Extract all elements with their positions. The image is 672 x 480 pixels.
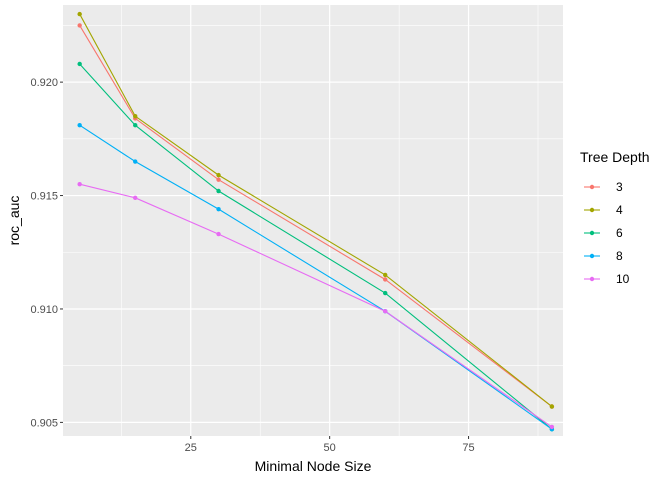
legend-key-point xyxy=(589,253,595,259)
series-6 xyxy=(77,61,555,432)
data-point xyxy=(216,172,221,178)
data-point xyxy=(216,177,221,182)
y-axis: 0.905 0.910 0.915 0.920 xyxy=(30,77,63,429)
x-axis-title: Minimal Node Size xyxy=(255,458,372,474)
series-4 xyxy=(77,11,555,409)
legend-title: Tree Depth xyxy=(580,149,650,165)
legend-label: 10 xyxy=(616,272,630,286)
legend-item-8: 8 xyxy=(584,249,623,263)
y-axis-title: roc_auc xyxy=(6,196,22,246)
legend-label: 3 xyxy=(616,180,623,194)
data-point xyxy=(549,404,555,409)
data-point xyxy=(77,123,82,128)
data-point xyxy=(133,159,138,164)
plot-panel xyxy=(63,5,563,436)
y-tick-label: 0.905 xyxy=(30,417,58,429)
series-10 xyxy=(77,182,555,430)
legend-label: 4 xyxy=(616,203,623,217)
y-tick-label: 0.915 xyxy=(30,191,58,203)
data-point xyxy=(383,309,388,314)
data-point xyxy=(216,188,221,194)
data-point xyxy=(216,231,221,237)
legend-key-point xyxy=(589,184,595,190)
data-point xyxy=(77,182,82,187)
legend-item-3: 3 xyxy=(584,180,623,194)
y-tick-label: 0.910 xyxy=(30,304,58,316)
legend-item-10: 10 xyxy=(584,272,630,286)
data-point xyxy=(549,424,555,430)
legend-key-point xyxy=(589,230,595,236)
grid-major xyxy=(63,5,563,436)
grid-minor xyxy=(63,5,563,436)
x-tick-label: 50 xyxy=(324,442,336,454)
data-point xyxy=(383,277,388,282)
legend-key-point xyxy=(589,207,595,213)
x-tick-label: 75 xyxy=(462,442,474,454)
y-tick-label: 0.920 xyxy=(30,77,58,89)
data-point xyxy=(77,23,82,28)
x-tick-label: 25 xyxy=(185,442,197,454)
data-point xyxy=(77,61,82,67)
data-point xyxy=(383,290,388,296)
data-point xyxy=(383,272,388,278)
legend: Tree Depth 3 4 6 8 10 xyxy=(580,149,650,286)
x-axis: 25 50 75 xyxy=(185,436,475,454)
series-layer xyxy=(77,11,555,432)
legend-item-4: 4 xyxy=(584,203,623,217)
legend-item-6: 6 xyxy=(584,226,623,240)
data-point xyxy=(77,11,82,17)
data-point xyxy=(133,113,138,119)
legend-label: 8 xyxy=(616,249,623,263)
data-point xyxy=(216,206,221,212)
legend-label: 6 xyxy=(616,226,623,240)
data-point xyxy=(133,195,138,201)
legend-key-point xyxy=(589,276,595,282)
data-point xyxy=(133,123,138,128)
